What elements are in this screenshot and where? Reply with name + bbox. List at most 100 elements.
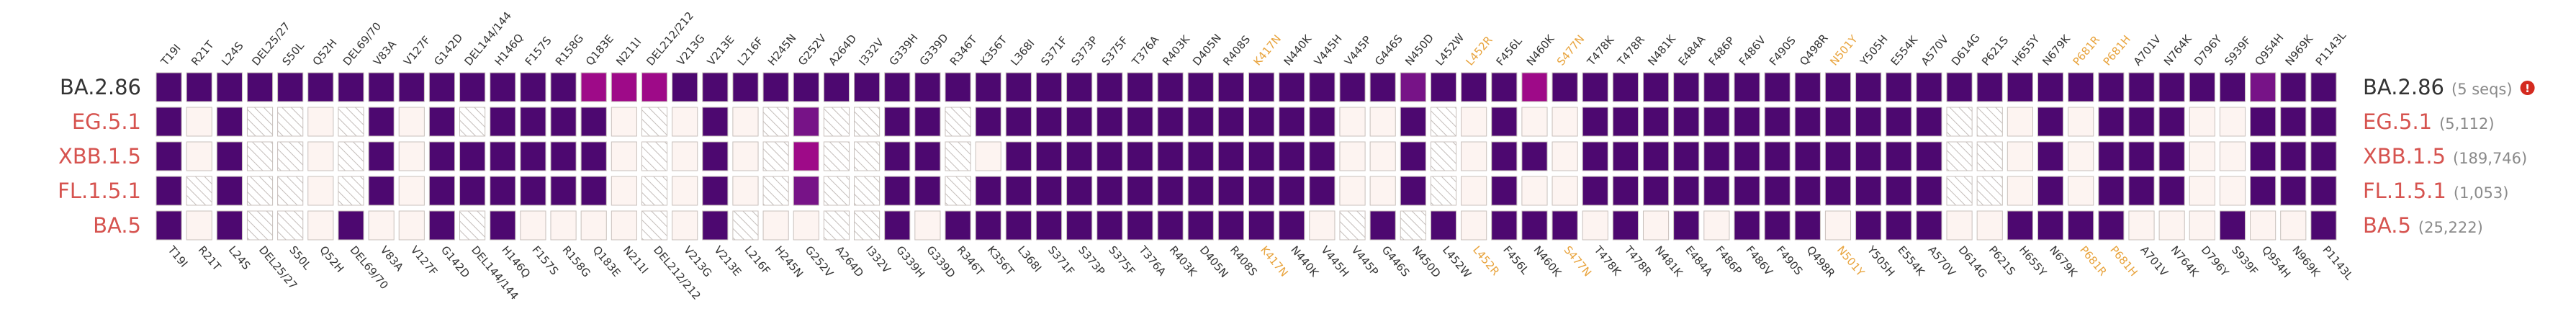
cell-ba-5-a701v[interactable]	[2128, 210, 2155, 241]
cell-ba-5-r408s[interactable]	[1217, 210, 1244, 241]
cell-fl-1-5-1-s477n[interactable]	[1552, 176, 1578, 206]
cell-eg-5-1-n969k[interactable]	[2280, 107, 2307, 137]
cell-ba-5-f456l[interactable]	[1491, 210, 1518, 241]
cell-ba-5-a264d[interactable]	[823, 210, 850, 241]
cell-ba-2-86-a701v[interactable]	[2128, 72, 2155, 102]
cell-ba-5-l452w[interactable]	[1430, 210, 1457, 241]
cell-eg-5-1-r403k[interactable]	[1157, 107, 1184, 137]
cell-eg-5-1-t478r[interactable]	[1612, 107, 1639, 137]
cell-ba-5-p681h[interactable]	[2098, 210, 2125, 241]
cell-eg-5-1-q954h[interactable]	[2250, 107, 2276, 137]
cell-ba-2-86-v445p[interactable]	[1339, 72, 1366, 102]
cell-xbb-1-5-g339d[interactable]	[914, 141, 941, 171]
cell-ba-2-86-p681r[interactable]	[2068, 72, 2094, 102]
cell-eg-5-1-h146q[interactable]	[490, 107, 516, 137]
cell-ba-5-g142d[interactable]	[428, 210, 456, 241]
cell-eg-5-1-t376a[interactable]	[1127, 107, 1153, 137]
cell-fl-1-5-1-y505h[interactable]	[1855, 176, 1882, 206]
cell-ba-5-f486v[interactable]	[1734, 210, 1760, 241]
cell-ba-2-86-a264d[interactable]	[823, 72, 850, 102]
cell-xbb-1-5-h245n[interactable]	[762, 141, 789, 171]
cell-ba-5-l24s[interactable]	[216, 210, 243, 241]
cell-fl-1-5-1-h245n[interactable]	[762, 176, 789, 206]
cell-xbb-1-5-l216f[interactable]	[732, 141, 759, 171]
cell-ba-5-del144-144[interactable]	[459, 210, 486, 241]
cell-ba-5-del212-212[interactable]	[641, 210, 668, 241]
cell-fl-1-5-1-r408s[interactable]	[1217, 176, 1244, 206]
cell-fl-1-5-1-s375f[interactable]	[1096, 176, 1123, 206]
cell-ba-5-s50l[interactable]	[277, 210, 304, 241]
cell-ba-5-n481k[interactable]	[1642, 210, 1670, 241]
cell-ba-2-86-n460k[interactable]	[1521, 72, 1548, 102]
cell-ba-2-86-q183e[interactable]	[580, 72, 607, 102]
cell-ba-2-86-s50l[interactable]	[277, 72, 304, 102]
cell-eg-5-1-p681r[interactable]	[2068, 107, 2094, 137]
cell-eg-5-1-p621s[interactable]	[1976, 107, 2003, 137]
cell-eg-5-1-n450d[interactable]	[1400, 107, 1426, 137]
cell-ba-2-86-l368i[interactable]	[1005, 72, 1032, 102]
cell-ba-2-86-l24s[interactable]	[216, 72, 243, 102]
cell-ba-2-86-del144-144[interactable]	[459, 72, 486, 102]
cell-eg-5-1-n211i[interactable]	[611, 107, 637, 137]
cell-fl-1-5-1-p621s[interactable]	[1976, 176, 2003, 206]
cell-ba-2-86-l216f[interactable]	[732, 72, 759, 102]
cell-ba-5-v213e[interactable]	[702, 210, 729, 241]
cell-fl-1-5-1-g142d[interactable]	[428, 176, 456, 206]
cell-xbb-1-5-l368i[interactable]	[1005, 141, 1032, 171]
cell-xbb-1-5-n211i[interactable]	[611, 141, 637, 171]
cell-xbb-1-5-a264d[interactable]	[823, 141, 850, 171]
cell-xbb-1-5-k417n[interactable]	[1248, 141, 1275, 171]
cell-fl-1-5-1-n764k[interactable]	[2158, 176, 2185, 206]
cell-ba-5-r158g[interactable]	[550, 210, 577, 241]
cell-ba-5-p681r[interactable]	[2068, 210, 2094, 241]
cell-ba-2-86-g339d[interactable]	[914, 72, 941, 102]
cell-ba-5-t376a[interactable]	[1127, 210, 1153, 241]
cell-eg-5-1-n764k[interactable]	[2158, 107, 2185, 137]
cell-ba-5-e554k[interactable]	[1886, 210, 1912, 241]
cell-ba-5-s373p[interactable]	[1066, 210, 1093, 241]
cell-eg-5-1-l452r[interactable]	[1461, 107, 1487, 137]
cell-xbb-1-5-r158g[interactable]	[550, 141, 577, 171]
cell-xbb-1-5-t19i[interactable]	[156, 141, 182, 171]
cell-eg-5-1-k356t[interactable]	[975, 107, 1001, 137]
cell-ba-5-h245n[interactable]	[762, 210, 789, 241]
cell-fl-1-5-1-d796y[interactable]	[2189, 176, 2215, 206]
cell-eg-5-1-a570v[interactable]	[1916, 107, 1942, 137]
cell-ba-2-86-n501y[interactable]	[1824, 72, 1852, 102]
cell-eg-5-1-l24s[interactable]	[216, 107, 243, 137]
cell-fl-1-5-1-h655y[interactable]	[2007, 176, 2033, 206]
cell-fl-1-5-1-k417n[interactable]	[1248, 176, 1275, 206]
cell-ba-5-e484a[interactable]	[1673, 210, 1700, 241]
cell-eg-5-1-h655y[interactable]	[2007, 107, 2033, 137]
cell-ba-5-l216f[interactable]	[732, 210, 759, 241]
cell-ba-5-a570v[interactable]	[1916, 210, 1942, 241]
cell-eg-5-1-q183e[interactable]	[580, 107, 607, 137]
cell-ba-5-n969k[interactable]	[2280, 210, 2307, 241]
cell-xbb-1-5-g142d[interactable]	[428, 141, 456, 171]
cell-xbb-1-5-s375f[interactable]	[1096, 141, 1123, 171]
cell-eg-5-1-f157s[interactable]	[520, 107, 546, 137]
cell-eg-5-1-p1143l[interactable]	[2310, 107, 2337, 137]
cell-eg-5-1-f486v[interactable]	[1734, 107, 1760, 137]
cell-fl-1-5-1-a701v[interactable]	[2128, 176, 2155, 206]
cell-ba-2-86-d405n[interactable]	[1187, 72, 1214, 102]
cell-xbb-1-5-r346t[interactable]	[945, 141, 971, 171]
cell-eg-5-1-g339h[interactable]	[884, 107, 911, 137]
cell-xbb-1-5-d405n[interactable]	[1187, 141, 1214, 171]
cell-eg-5-1-y505h[interactable]	[1855, 107, 1882, 137]
cell-ba-5-del69-70[interactable]	[338, 210, 364, 241]
cell-xbb-1-5-q183e[interactable]	[580, 141, 607, 171]
cell-xbb-1-5-q52h[interactable]	[307, 141, 334, 171]
cell-eg-5-1-d796y[interactable]	[2189, 107, 2215, 137]
cell-xbb-1-5-h655y[interactable]	[2007, 141, 2033, 171]
cell-fl-1-5-1-f490s[interactable]	[1764, 176, 1791, 206]
cell-fl-1-5-1-l368i[interactable]	[1005, 176, 1032, 206]
cell-xbb-1-5-v127f[interactable]	[398, 141, 425, 171]
cell-ba-2-86-t478r[interactable]	[1612, 72, 1639, 102]
cell-xbb-1-5-s50l[interactable]	[277, 141, 304, 171]
cell-ba-2-86-n764k[interactable]	[2158, 72, 2185, 102]
cell-fl-1-5-1-n460k[interactable]	[1521, 176, 1548, 206]
cell-xbb-1-5-del25-27[interactable]	[246, 141, 274, 171]
cell-ba-2-86-r408s[interactable]	[1217, 72, 1244, 102]
cell-xbb-1-5-n440k[interactable]	[1279, 141, 1305, 171]
